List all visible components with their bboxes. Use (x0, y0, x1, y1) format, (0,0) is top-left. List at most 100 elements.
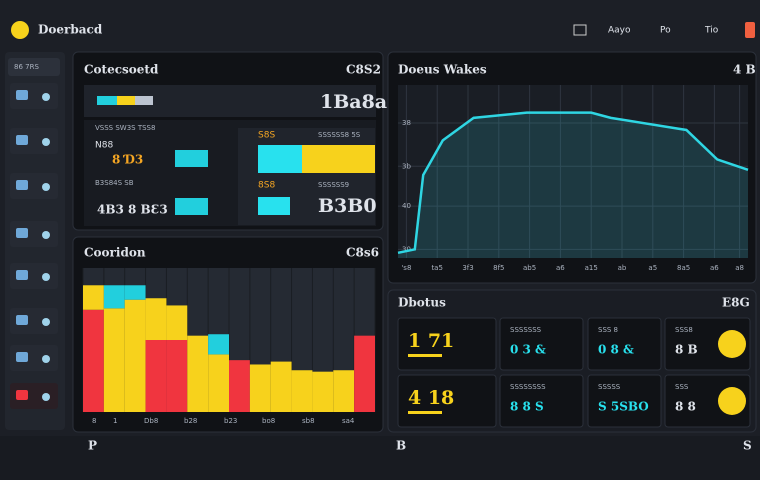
card-caption: SSS 8 (598, 326, 618, 334)
line (397, 111, 749, 255)
panel-title: Cooridon (84, 246, 146, 260)
x-tick-label: 3f3 (462, 264, 473, 272)
card-caption: SSSSS (598, 383, 621, 391)
icon (42, 138, 50, 146)
progress (97, 96, 117, 105)
logo (11, 21, 29, 39)
bar-chart: 8 1 Db8 b28 b23 bo8 sb8 sa4 (82, 268, 376, 425)
card-value: 8 B (675, 343, 698, 357)
icon[interactable] (745, 22, 755, 38)
card (499, 317, 584, 371)
icon (42, 231, 50, 239)
label: 8S8 (258, 181, 275, 191)
icon (16, 315, 28, 325)
bar-segment (124, 285, 146, 300)
bar-segment (229, 360, 250, 412)
icon (42, 355, 50, 363)
x-label: 1 (113, 417, 117, 425)
card-caption: SSS8 (675, 326, 693, 334)
panel-badge: C8s6 (346, 246, 379, 260)
icon (16, 270, 28, 280)
sidebar-item (10, 83, 58, 109)
x-tick-label: 's8 (401, 264, 411, 272)
x-tick-label: 8f5 (493, 264, 504, 272)
sidebar-label: 86 7RS (14, 63, 39, 71)
panel-badge: 4 B (733, 63, 756, 77)
sidebar-item (10, 345, 58, 371)
bar-segment (166, 340, 188, 412)
footer-text: S (743, 439, 752, 453)
bar-segment (354, 335, 375, 412)
x-label: 8 (92, 417, 96, 425)
sidebar-item (10, 383, 58, 409)
x-label: Db8 (144, 417, 158, 425)
panel-title: Dbotus (398, 296, 446, 310)
card-caption: SSSSSSS (510, 326, 542, 334)
x-label: b28 (184, 417, 197, 425)
x-tick-label: ab (618, 264, 627, 272)
y-tick-label: 3b (402, 162, 411, 170)
progress (117, 96, 135, 105)
x-label: sa4 (342, 417, 355, 425)
card-value: 1 71 (408, 330, 454, 352)
icon (16, 390, 28, 400)
card-value: 0 3 & (510, 343, 546, 357)
panel-title: Doeus Wakes (398, 63, 487, 77)
bar-segment (145, 340, 167, 412)
card (499, 374, 584, 428)
indicator (175, 198, 208, 215)
x-label: b23 (224, 417, 237, 425)
x-tick-label: ab5 (523, 264, 536, 272)
x-tick-label: a8 (735, 264, 744, 272)
icon (16, 180, 28, 190)
nav-item[interactable]: Tio (704, 26, 719, 36)
card (587, 374, 662, 428)
footer-text: P (88, 439, 97, 453)
row-label: VSSS SW3S TSS8 (95, 124, 155, 132)
bar-segment (187, 335, 209, 412)
bar-segment (270, 361, 292, 412)
card-caption: SSSSSSSS (510, 383, 546, 391)
x-tick-label: 8a5 (677, 264, 690, 272)
sidebar-item (10, 128, 58, 154)
underline (408, 411, 442, 414)
value: B3B0 (318, 195, 377, 217)
underline (408, 354, 442, 357)
row-value: 4B3 8 BƐ3 (97, 203, 168, 217)
sidebar-item (10, 308, 58, 334)
icon (16, 135, 28, 145)
y-tick-label: 38 (402, 119, 411, 127)
footer-text: B (396, 439, 406, 453)
indicator (258, 197, 290, 215)
bar-segment (103, 308, 125, 412)
icon (42, 183, 50, 191)
label: SSSSSS9 (318, 181, 349, 189)
bar-segment (208, 354, 229, 412)
sidebar-header (8, 58, 60, 76)
x-tick-label: ta5 (431, 264, 443, 272)
icon (16, 352, 28, 362)
bar-segment (83, 285, 104, 310)
panel-title: Cotecsoetd (84, 63, 159, 77)
sidebar-item (10, 173, 58, 199)
x-tick-label: a6 (556, 264, 565, 272)
card-value: 0 8 & (598, 343, 634, 357)
icon (42, 393, 50, 401)
nav-item[interactable]: Po (660, 26, 671, 36)
status-cards: 1 71 SSSSSSS 0 3 & SSS 8 0 8 & SSS8 8 B 4 18 SSS… (397, 317, 751, 428)
card-value: S 5SBO (598, 400, 649, 414)
y-tick-label: 30 (402, 245, 411, 253)
bar-segment (103, 285, 125, 309)
icon (16, 90, 28, 100)
nav-item[interactable]: Aayo (608, 26, 631, 36)
app-title: Doerbacd (38, 23, 103, 37)
indicator (175, 150, 208, 167)
icon[interactable] (573, 24, 587, 36)
card-value: 8 8 (675, 400, 696, 414)
card-value: 8 8 S (510, 400, 544, 414)
x-label: sb8 (302, 417, 315, 425)
bar-segment (145, 298, 167, 340)
bar (302, 145, 375, 173)
x-tick-label: a5 (648, 264, 657, 272)
